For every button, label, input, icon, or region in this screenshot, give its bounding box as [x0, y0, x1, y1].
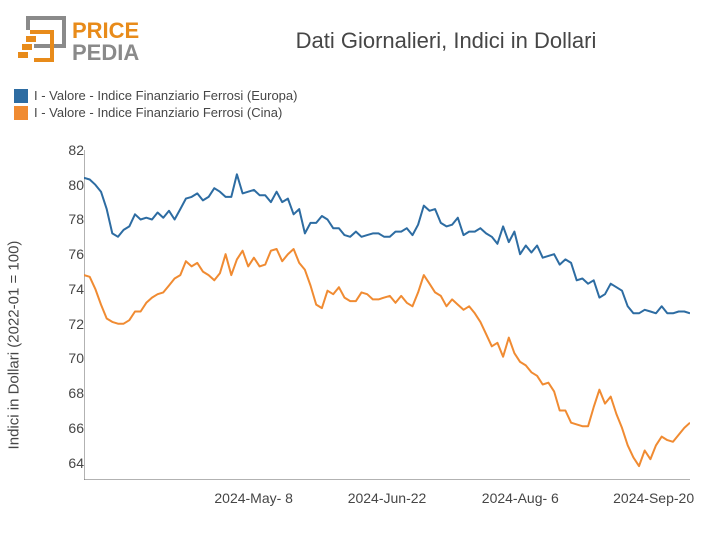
plot-svg — [84, 150, 690, 480]
y-tick-label: 70 — [44, 350, 84, 366]
pricepedia-logo: PRICE PEDIA — [14, 12, 164, 70]
legend-swatch — [14, 89, 28, 103]
plot — [84, 150, 690, 480]
series-line-cina — [84, 249, 690, 466]
x-tick-label: 2024-Sep-20 — [613, 490, 694, 506]
y-tick-label: 80 — [44, 177, 84, 193]
y-tick-label: 66 — [44, 420, 84, 436]
legend-item-europa: I - Valore - Indice Finanziario Ferrosi … — [14, 88, 297, 103]
series-line-europa — [84, 174, 690, 313]
legend-item-cina: I - Valore - Indice Finanziario Ferrosi … — [14, 105, 297, 120]
y-tick-label: 78 — [44, 211, 84, 227]
y-axis-label: Indici in Dollari (2022-01 = 100) — [6, 241, 23, 450]
chart-title: Dati Giornalieri, Indici in Dollari — [200, 28, 692, 54]
y-tick-label: 76 — [44, 246, 84, 262]
y-tick-label: 68 — [44, 385, 84, 401]
y-tick-label: 64 — [44, 455, 84, 471]
legend-label: I - Valore - Indice Finanziario Ferrosi … — [34, 88, 297, 103]
x-tick-label: 2024-May- 8 — [214, 490, 293, 506]
y-tick-label: 82 — [44, 142, 84, 158]
legend-swatch — [14, 106, 28, 120]
legend-label: I - Valore - Indice Finanziario Ferrosi … — [34, 105, 282, 120]
y-tick-label: 72 — [44, 316, 84, 332]
x-tick-label: 2024-Jun-22 — [348, 490, 427, 506]
y-tick-label: 74 — [44, 281, 84, 297]
x-tick-label: 2024-Aug- 6 — [482, 490, 559, 506]
logo-text-bottom: PEDIA — [72, 40, 139, 65]
legend: I - Valore - Indice Finanziario Ferrosi … — [14, 88, 297, 122]
chart-area: Indici in Dollari (2022-01 = 100) 646668… — [18, 150, 698, 540]
